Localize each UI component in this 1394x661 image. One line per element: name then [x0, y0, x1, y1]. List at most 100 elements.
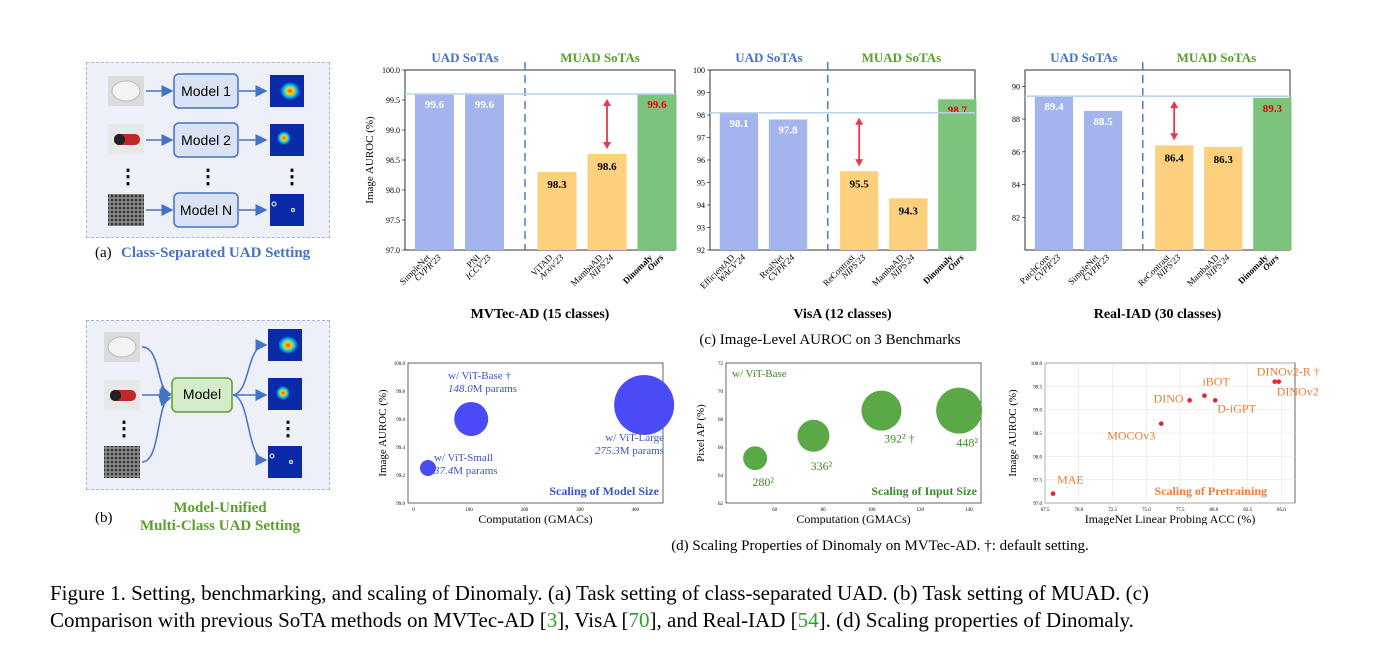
- bar-mambaad: [889, 198, 928, 250]
- bar-dinomaly: [938, 99, 977, 250]
- x-tick-label: 80: [821, 508, 827, 513]
- bubble-point: [614, 375, 675, 435]
- ref-link-visa[interactable]: 70: [628, 608, 650, 632]
- model-box: [171, 377, 233, 413]
- model-n-label: Model N: [179, 202, 233, 218]
- panel-b-diagram: [104, 329, 302, 478]
- gap-arrow-head-top: [1170, 101, 1179, 109]
- y-tick-label: 98.5: [1033, 432, 1042, 437]
- y-tick-label: 100: [693, 66, 705, 75]
- dots-3: ⋮: [282, 166, 302, 188]
- gap-arrow-head-bottom: [1170, 133, 1179, 141]
- dots-b-2: ⋮: [278, 418, 298, 440]
- bar-value-label: 95.5: [850, 178, 870, 190]
- x-tick-label: 85.0: [1277, 508, 1286, 513]
- model-size-scatter: 0 100 200 300 400 99.0 99.2 99.4 99.6 99.8 100.0 Co…: [377, 362, 675, 525]
- gap-arrow-head-bottom: [855, 159, 864, 167]
- bar-dinomaly: [637, 94, 677, 250]
- bar-recontrast: [840, 171, 879, 250]
- bar-value-label: 98.7: [948, 104, 968, 116]
- y-tick-label: 100.0: [382, 66, 400, 75]
- panel-a-caption: Class-Separated UAD Setting: [121, 245, 311, 261]
- x-tick-label: 200: [521, 508, 529, 513]
- x-tick-label: 77.5: [1176, 508, 1185, 513]
- point-label: w/ ViT-Small: [434, 452, 493, 464]
- scatter-point: [1202, 393, 1207, 398]
- bar-value-label: 89.4: [1044, 101, 1064, 113]
- params-suffix: M params: [473, 383, 517, 395]
- bar-value-label: 98.6: [597, 161, 617, 173]
- scatter-point: [1272, 379, 1278, 384]
- y-tick-label: 99.0: [386, 126, 400, 135]
- params-value: 148.0: [448, 383, 473, 395]
- x-tick-label: 140: [965, 508, 973, 513]
- bar-recontrast: [1155, 145, 1194, 250]
- model-label: Model: [182, 386, 222, 402]
- point-label: MOCOv3: [1107, 429, 1155, 443]
- params-value: 37.4: [433, 465, 454, 477]
- pill-image: [108, 76, 144, 106]
- bubble-point: [861, 390, 902, 431]
- grid-image-b: [104, 446, 140, 478]
- caption-seg-c: ], and Real-IAD [: [649, 608, 798, 632]
- y-tick-label: 82: [1012, 213, 1020, 222]
- x-axis-label: ImageNet Linear Probing ACC (%): [1085, 512, 1256, 525]
- gap-arrow-head-bottom: [603, 142, 611, 149]
- y-tick-label: 90: [1012, 82, 1020, 91]
- figure-caption: Figure 1. Setting, benchmarking, and sca…: [50, 580, 1350, 634]
- bar-vitad: [537, 172, 577, 250]
- ref-link-realiad[interactable]: 54: [797, 608, 819, 632]
- muad-header: MUAD SoTAs: [862, 50, 942, 65]
- point-label: 448²: [956, 436, 978, 450]
- bar-value-label: 94.3: [899, 205, 919, 217]
- point-label: w/ ViT-Large: [605, 432, 664, 444]
- bubble-point: [419, 460, 436, 476]
- params-value: 275.3: [595, 445, 620, 457]
- x-tick-label: 300: [576, 508, 584, 513]
- chart-title: Scaling of Model Size: [549, 484, 659, 498]
- point-params: 148.0M params: [448, 383, 517, 395]
- bar-value-label: 86.3: [1214, 154, 1234, 166]
- y-tick-label: 99.5: [1033, 385, 1042, 390]
- muad-header: MUAD SoTAs: [560, 50, 640, 65]
- point-params: 37.4M params: [433, 465, 498, 477]
- x-tick-label: 120: [917, 508, 925, 513]
- chart-title: Real-IAD (30 classes): [1094, 307, 1222, 322]
- caption-line-2: Comparison with previous SoTA methods on…: [50, 607, 1350, 634]
- ref-link-mvtec[interactable]: 3: [546, 608, 558, 632]
- y-tick-label: 72: [718, 362, 724, 367]
- dots-2: ⋮: [198, 166, 218, 188]
- y-axis-label: Image AUROC (%): [1007, 389, 1019, 477]
- model-1-box: [173, 73, 239, 109]
- y-tick-label: 99.6: [396, 418, 405, 423]
- y-tick-label: 70: [718, 390, 724, 395]
- bar-dinomaly: [1253, 97, 1292, 250]
- point-label: DINO: [1154, 391, 1184, 405]
- y-tick-label: 64: [718, 474, 724, 479]
- bar-value-label: 99.6: [425, 99, 445, 111]
- grid-image: [108, 194, 144, 226]
- scatter-point: [1050, 491, 1056, 496]
- input-size-scatter: 60 80 100 120 140 62 64 66 68 70 72 Computation (GM…: [695, 362, 983, 525]
- bar-value-label: 99.6: [647, 99, 667, 111]
- point-label: 280²: [752, 475, 774, 489]
- y-tick-label: 66: [718, 446, 724, 451]
- y-tick-label: 99.0: [396, 502, 405, 507]
- y-tick-label: 84: [1012, 181, 1020, 190]
- y-tick-label: 95: [697, 179, 705, 188]
- y-tick-label: 99.5: [386, 96, 400, 105]
- x-axis-label: Computation (GMACs): [796, 512, 910, 525]
- bar-simplenet: [415, 94, 454, 250]
- heatmap-b-n: [268, 446, 302, 478]
- bar-efficientad: [719, 112, 759, 250]
- x-tick-label: 70.0: [1074, 508, 1083, 513]
- y-axis-label: Image AUROC (%): [364, 116, 376, 204]
- model-2-box: [173, 122, 239, 158]
- y-tick-label: 62: [718, 502, 724, 507]
- params-suffix: M params: [620, 445, 664, 457]
- bar-value-label: 98.1: [729, 118, 748, 130]
- y-tick-label: 96: [697, 156, 705, 165]
- panel-b-letter: (b): [95, 510, 113, 526]
- panel-b-caption-line2: Multi-Class UAD Setting: [140, 518, 300, 534]
- y-tick-label: 97: [697, 134, 705, 143]
